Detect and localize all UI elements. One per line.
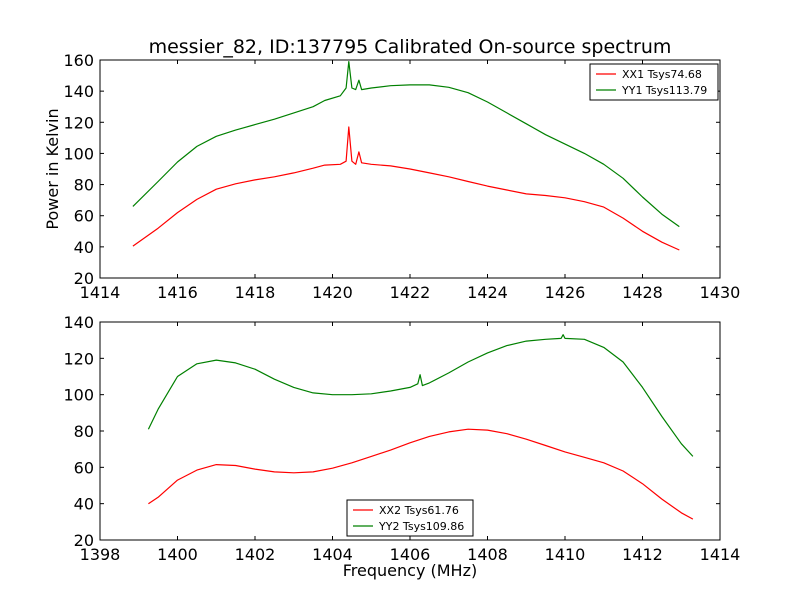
series-line-YY1 Tsys113.79 [132,60,680,228]
x-tick-label: 1424 [467,283,508,302]
series-line-XX2 Tsys61.76 [148,428,694,520]
top-panel: 1414 1416 1418 1420 1422 1424 1426 1428 1430 20 40… [63,51,740,302]
y-tick-label: 20 [74,269,94,288]
legend-entry: YY2 Tsys109.86 [378,520,464,533]
legend-entry: XX1 Tsys74.68 [622,68,702,81]
x-tick-label: 1430 [700,283,741,302]
legend: XX1 Tsys74.68 YY1 Tsys113.79 [589,63,719,101]
y-tick-label: 80 [74,176,94,195]
x-tick-label: 1412 [622,545,663,564]
x-tick-label: 1400 [157,545,198,564]
y-tick-label: 20 [74,531,94,550]
chart-title: messier_82, ID:137795 Calibrated On-sour… [149,36,672,58]
x-tick-label: 1416 [157,283,198,302]
y-tick-label: 120 [63,349,94,368]
y-tick-label: 40 [74,495,94,514]
x-tick-label: 1410 [545,545,586,564]
x-tick-label: 1426 [545,283,586,302]
y-axis-label: Power in Kelvin [43,108,62,229]
x-tick-label: 1414 [80,283,121,302]
legend-entry: XX2 Tsys61.76 [379,504,459,517]
y-tick-label: 140 [63,313,94,332]
y-tick-label: 100 [63,144,94,163]
x-tick-label: 1398 [80,545,121,564]
legend-box [346,499,474,537]
x-tick-label: 1408 [467,545,508,564]
x-tick-label: 1422 [390,283,431,302]
y-tick-label: 60 [74,207,94,226]
series-line-XX1 Tsys74.68 [132,126,680,251]
x-tick-label: 1404 [312,545,353,564]
x-axis-label: Frequency (MHz) [343,561,477,580]
y-tick-label: 40 [74,238,94,257]
x-tick-label: 1402 [235,545,276,564]
x-tick-label: 1418 [235,283,276,302]
x-tick-label: 1420 [312,283,353,302]
y-tick-label: 100 [63,386,94,405]
y-tick-label: 60 [74,458,94,477]
legend: XX2 Tsys61.76 YY2 Tsys109.86 [346,499,474,537]
x-tick-label: 1414 [700,545,741,564]
x-tick-label: 1428 [622,283,663,302]
bottom-panel: 1398 1400 1402 1404 1406 1408 1410 1412 1414 20 40… [63,313,740,564]
y-tick-label: 80 [74,422,94,441]
y-tick-label: 120 [63,113,94,132]
y-tick-label: 160 [63,51,94,70]
series-line-YY2 Tsys109.86 [147,334,694,457]
legend-entry: YY1 Tsys113.79 [621,84,707,97]
y-tick-label: 140 [63,82,94,101]
x-tick-label: 1406 [390,545,431,564]
legend-box [589,63,719,101]
